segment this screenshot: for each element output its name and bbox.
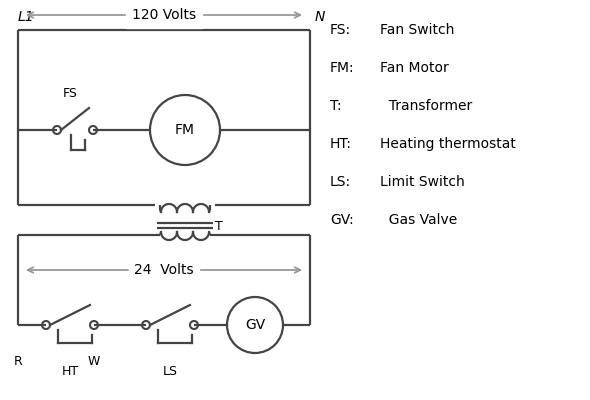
Text: Gas Valve: Gas Valve [380,213,457,227]
Text: FM: FM [175,123,195,137]
Text: HT: HT [61,365,78,378]
Text: T: T [215,220,223,232]
Text: HT:: HT: [330,137,352,151]
Text: Fan Motor: Fan Motor [380,61,449,75]
Text: GV: GV [245,318,265,332]
Text: 24  Volts: 24 Volts [134,263,194,277]
Text: Heating thermostat: Heating thermostat [380,137,516,151]
Text: N: N [315,10,325,24]
Text: FM:: FM: [330,61,355,75]
Text: FS:: FS: [330,23,351,37]
Text: 120 Volts: 120 Volts [132,8,196,22]
Text: Fan Switch: Fan Switch [380,23,454,37]
Text: W: W [88,355,100,368]
Text: R: R [14,355,22,368]
Text: LS: LS [162,365,178,378]
Text: T:: T: [330,99,342,113]
Text: GV:: GV: [330,213,354,227]
Text: Limit Switch: Limit Switch [380,175,465,189]
Text: FS: FS [63,87,77,100]
Text: L1: L1 [18,10,35,24]
Text: Transformer: Transformer [380,99,472,113]
Text: LS:: LS: [330,175,351,189]
